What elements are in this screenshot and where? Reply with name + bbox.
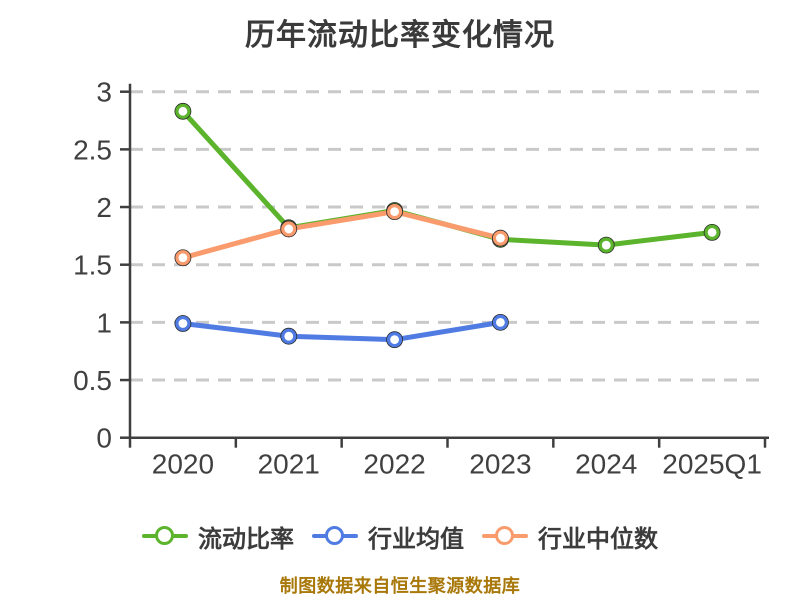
x-tick-label: 2021 (258, 449, 320, 480)
data-point-marker (281, 221, 297, 237)
data-point-marker (281, 328, 297, 344)
legend: 流动比率 行业均值 行业中位数 (0, 512, 800, 560)
y-tick-label: 2.5 (73, 134, 112, 165)
legend-label: 行业均值 (368, 525, 464, 553)
x-tick-label: 2020 (152, 449, 214, 480)
x-tick-label: 2023 (469, 449, 531, 480)
data-point-marker (492, 230, 509, 246)
data-point-marker (386, 332, 403, 348)
legend-item-industry-mean[interactable]: 行业均值 (312, 519, 464, 554)
x-tick-label: 2024 (575, 449, 637, 480)
y-tick-label: 3 (96, 77, 112, 108)
y-tick-label: 1 (96, 307, 112, 338)
legend-item-industry-median[interactable]: 行业中位数 (482, 519, 658, 554)
series-line-2 (182, 209, 502, 261)
x-tick-label: 2025Q1 (662, 449, 762, 480)
data-point-marker (598, 237, 614, 253)
data-point-marker (492, 314, 509, 330)
legend-label: 行业中位数 (538, 525, 658, 553)
data-source-caption: 制图数据来自恒生聚源数据库 (279, 576, 521, 596)
series-line-1 (182, 319, 501, 343)
y-tick-label: 0.5 (73, 365, 112, 396)
y-tick-label: 0 (96, 423, 112, 454)
data-point-marker (386, 204, 403, 220)
legend-label: 流动比率 (198, 525, 294, 553)
legend-item-current-ratio[interactable]: 流动比率 (142, 519, 294, 554)
chart-title: 历年流动比率变化情况 (245, 19, 555, 52)
y-tick-label: 2 (96, 192, 112, 223)
data-point-marker (704, 224, 720, 241)
data-point-marker (175, 315, 191, 332)
data-point-marker (175, 103, 191, 119)
x-tick-label: 2022 (363, 449, 425, 480)
y-tick-label: 1.5 (73, 250, 112, 281)
legend-line-marker-icon (312, 525, 358, 547)
legend-line-marker-icon (482, 525, 528, 547)
legend-line-marker-icon (142, 525, 188, 547)
data-point-marker (175, 250, 191, 266)
